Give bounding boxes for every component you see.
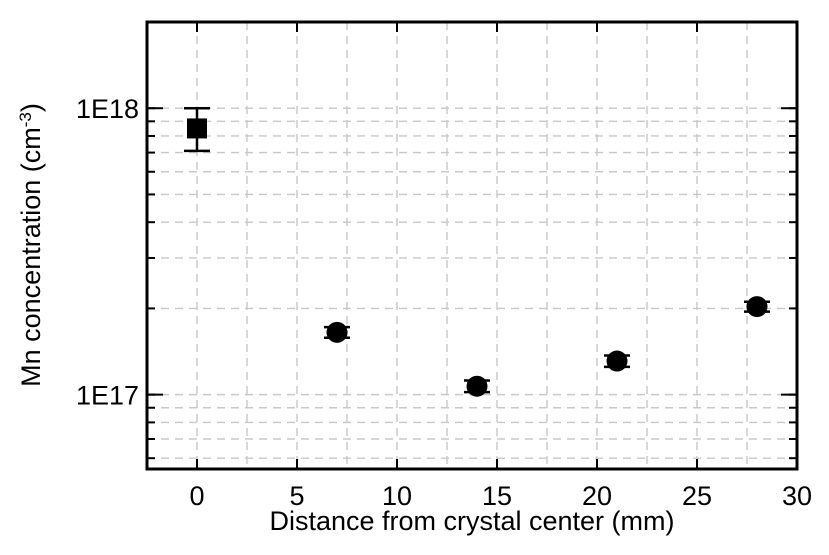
x-tick-label: 10 — [382, 481, 412, 511]
x-tick-label: 5 — [289, 481, 304, 511]
data-point-circle — [326, 321, 348, 343]
data-point-circle — [746, 296, 768, 318]
y-tick-label: 1E17 — [76, 381, 139, 411]
y-axis-label: Mn concentration (cm-3) — [16, 103, 47, 387]
data-point-square — [187, 118, 207, 139]
x-tick-label: 30 — [782, 481, 812, 511]
y-axis-label-superscript: -3 — [16, 112, 35, 127]
data-point-circle — [606, 350, 628, 372]
y-axis-label-suffix: ) — [16, 103, 46, 112]
plot-frame — [145, 20, 799, 471]
data-point-circle — [466, 375, 488, 397]
x-tick-label: 25 — [682, 481, 712, 511]
y-axis-label-prefix: Mn concentration (cm — [16, 127, 46, 387]
data-markers — [184, 106, 770, 397]
x-tick-label: 0 — [189, 481, 204, 511]
tick-labels: 0 5 10 15 20 25 30 1E17 1E18 — [76, 94, 812, 511]
x-tick-label: 15 — [482, 481, 512, 511]
x-tick-label: 20 — [582, 481, 612, 511]
x-axis-label: Distance from crystal center (mm) — [269, 506, 674, 536]
y-tick-label: 1E18 — [76, 94, 139, 124]
